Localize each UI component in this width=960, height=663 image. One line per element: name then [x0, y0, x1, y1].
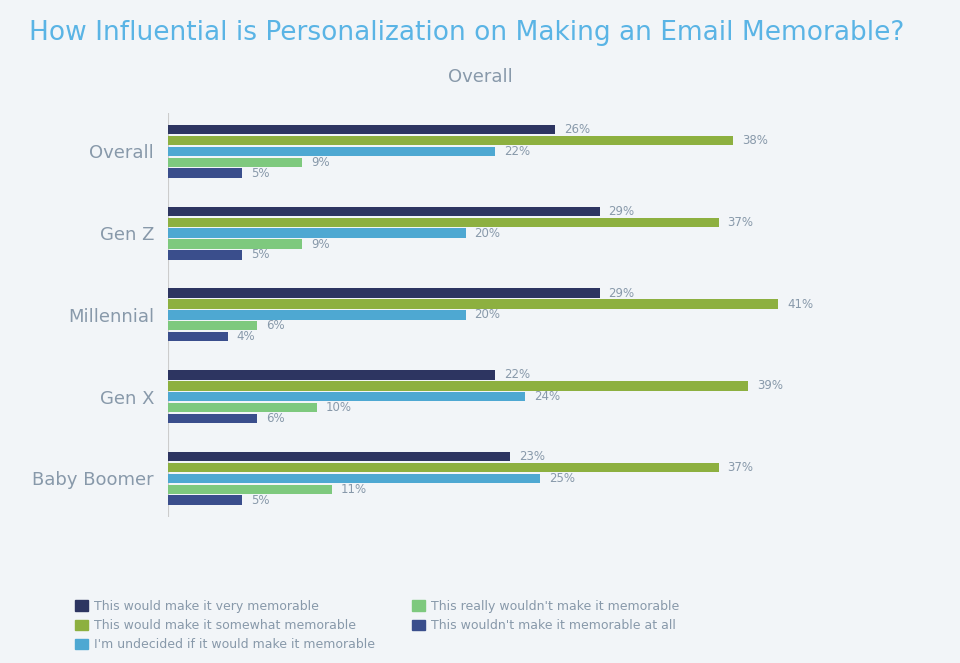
- Bar: [168, 370, 495, 380]
- Text: 11%: 11%: [341, 483, 367, 496]
- Text: Overall: Overall: [447, 68, 513, 86]
- Legend: This would make it very memorable, This would make it somewhat memorable, I'm un: This would make it very memorable, This …: [70, 595, 684, 656]
- Bar: [168, 321, 257, 330]
- Text: 41%: 41%: [787, 298, 813, 310]
- Text: 23%: 23%: [519, 450, 545, 463]
- Bar: [168, 207, 599, 216]
- Text: 6%: 6%: [266, 412, 285, 425]
- Bar: [168, 310, 466, 320]
- Bar: [168, 300, 778, 309]
- Text: 9%: 9%: [311, 237, 329, 251]
- Text: 37%: 37%: [728, 461, 754, 474]
- Bar: [168, 158, 301, 167]
- Text: 10%: 10%: [325, 401, 351, 414]
- Text: How Influential is Personalization on Making an Email Memorable?: How Influential is Personalization on Ma…: [29, 20, 904, 46]
- Bar: [168, 250, 242, 260]
- Text: 37%: 37%: [728, 215, 754, 229]
- Bar: [168, 403, 317, 412]
- Text: 4%: 4%: [236, 330, 255, 343]
- Text: 6%: 6%: [266, 320, 285, 332]
- Text: 5%: 5%: [252, 494, 270, 507]
- Text: 20%: 20%: [474, 227, 500, 239]
- Bar: [168, 229, 466, 238]
- Text: 29%: 29%: [609, 205, 635, 218]
- Text: 29%: 29%: [609, 286, 635, 300]
- Bar: [168, 136, 733, 145]
- Text: 24%: 24%: [534, 391, 561, 403]
- Text: 25%: 25%: [549, 472, 575, 485]
- Bar: [168, 332, 228, 341]
- Text: 38%: 38%: [742, 134, 768, 147]
- Bar: [168, 474, 540, 483]
- Text: 39%: 39%: [757, 379, 783, 392]
- Bar: [168, 452, 511, 461]
- Bar: [168, 125, 555, 135]
- Bar: [168, 239, 301, 249]
- Bar: [168, 485, 332, 494]
- Bar: [168, 381, 749, 391]
- Text: 22%: 22%: [504, 145, 531, 158]
- Text: 5%: 5%: [252, 249, 270, 261]
- Text: 5%: 5%: [252, 166, 270, 180]
- Text: 9%: 9%: [311, 156, 329, 169]
- Text: 22%: 22%: [504, 369, 531, 381]
- Bar: [168, 147, 495, 156]
- Bar: [168, 288, 599, 298]
- Bar: [168, 392, 525, 401]
- Bar: [168, 168, 242, 178]
- Bar: [168, 414, 257, 423]
- Text: 20%: 20%: [474, 308, 500, 322]
- Bar: [168, 463, 718, 472]
- Bar: [168, 495, 242, 505]
- Bar: [168, 217, 718, 227]
- Text: 26%: 26%: [564, 123, 590, 136]
